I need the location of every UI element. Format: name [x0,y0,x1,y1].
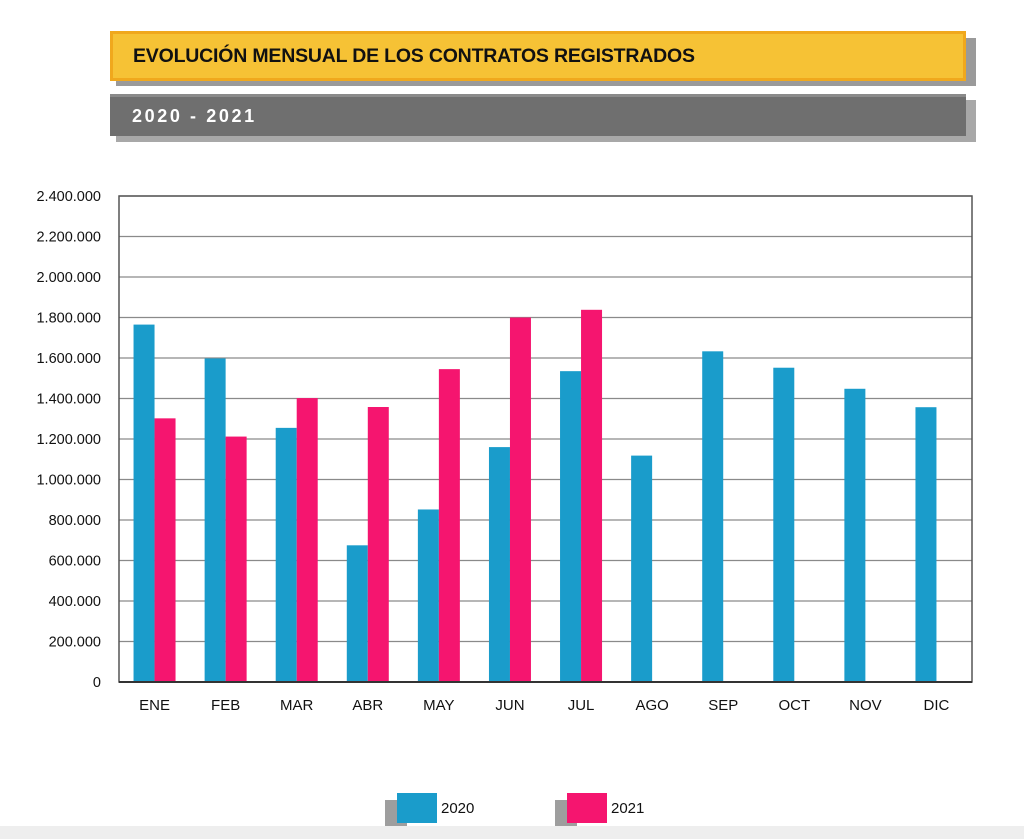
bar-2021-may [438,369,460,682]
x-tick-label: FEB [211,697,240,714]
bar-2021-jul [581,309,603,682]
y-tick-label: 0 [93,675,101,691]
bar-2020-abr [346,545,368,682]
bar-2020-mar [275,427,297,682]
bar-2021-jun [509,317,531,682]
bar-2021-feb [225,436,247,682]
legend-swatch-2021 [567,793,607,823]
chart-subtitle: 2020 - 2021 [132,106,257,126]
bar-2020-jul [560,371,582,682]
bar-2021-abr [367,407,389,682]
legend-swatch-2020 [397,793,437,823]
bar-2020-jun [488,447,510,682]
y-tick-label: 1.600.000 [36,351,101,367]
y-tick-label: 2.400.000 [36,189,101,205]
bar-2020-nov [844,388,866,682]
x-tick-label: JUL [568,697,595,714]
y-tick-label: 2.000.000 [36,270,101,286]
x-tick-label: OCT [778,697,810,714]
title-banner: EVOLUCIÓN MENSUAL DE LOS CONTRATOS REGIS… [110,31,966,81]
x-tick-label: MAR [280,697,314,714]
x-tick-label: AGO [635,697,668,714]
x-tick-label: ENE [139,697,170,714]
y-tick-label: 200.000 [49,635,101,651]
bar-2020-dic [915,407,937,682]
bar-2020-ago [631,455,653,682]
y-tick-label: 600.000 [49,554,101,570]
bar-chart: 0 200.000 400.000 600.000 800.000 1.000.000 1.… [36,189,973,714]
y-tick-label: 400.000 [49,594,101,610]
x-tick-label: ABR [352,697,383,714]
x-tick-label: SEP [708,697,738,714]
bar-2021-ene [154,418,176,682]
x-tick-label: NOV [849,697,882,714]
y-tick-label: 800.000 [49,513,101,529]
bar-2020-feb [204,358,226,682]
bar-2020-ene [133,324,155,682]
chart-title: EVOLUCIÓN MENSUAL DE LOS CONTRATOS REGIS… [133,44,695,67]
x-tick-label: DIC [924,697,950,714]
x-tick-label: JUN [495,697,524,714]
subtitle-banner: 2020 - 2021 [110,94,966,136]
legend-label-2021: 2021 [611,800,645,817]
y-tick-label: 2.200.000 [36,230,101,246]
y-tick-label: 1.400.000 [36,392,101,408]
y-tick-label: 1.200.000 [36,432,101,448]
bar-2020-sep [702,351,724,682]
page-bottom-edge [0,826,1024,839]
bar-2021-mar [296,398,318,682]
y-tick-label: 1.000.000 [36,473,101,489]
bar-2020-oct [773,367,795,682]
x-tick-label: MAY [423,697,454,714]
bar-2020-may [417,509,439,682]
y-tick-label: 1.800.000 [36,311,101,327]
legend-label-2020: 2020 [441,800,475,817]
